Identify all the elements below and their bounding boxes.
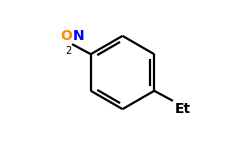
Text: Et: Et: [175, 102, 191, 116]
Text: 2: 2: [65, 46, 71, 56]
Text: N: N: [73, 29, 84, 43]
Text: O: O: [60, 29, 72, 43]
